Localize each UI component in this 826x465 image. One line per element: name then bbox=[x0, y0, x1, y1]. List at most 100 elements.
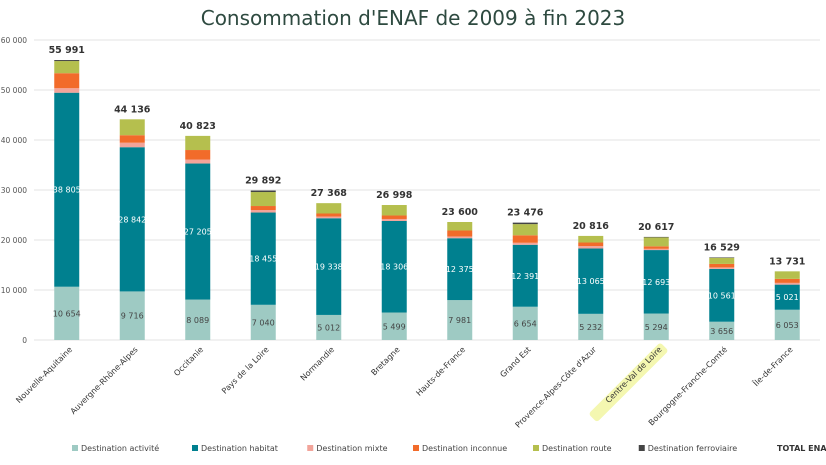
total-label: 23 476 bbox=[507, 208, 544, 219]
bar-segment bbox=[643, 248, 669, 251]
x-tick-label: Centre-Val de Loire bbox=[604, 345, 664, 405]
legend-swatch bbox=[638, 445, 645, 451]
bar-segment bbox=[578, 242, 604, 247]
segment-value-label: 5 294 bbox=[645, 323, 668, 332]
bar-segment bbox=[578, 313, 604, 340]
bar-segment bbox=[512, 244, 538, 307]
legend-swatch bbox=[533, 445, 539, 451]
y-tick-label: 0 bbox=[22, 336, 27, 345]
total-label: 20 816 bbox=[573, 221, 610, 232]
bar-segment bbox=[54, 286, 80, 340]
y-tick-label: 30 000 bbox=[1, 186, 27, 195]
total-label: 13 731 bbox=[769, 256, 805, 267]
bar-segment bbox=[447, 222, 473, 231]
bar-segment bbox=[316, 203, 342, 214]
segment-value-label: 38 805 bbox=[53, 186, 81, 195]
bar-segment bbox=[774, 271, 800, 279]
bar-segment bbox=[578, 235, 604, 243]
total-label: 44 136 bbox=[114, 104, 151, 115]
segment-value-label: 6 654 bbox=[514, 319, 537, 328]
bar-segment bbox=[709, 268, 735, 322]
legend-swatch bbox=[307, 445, 314, 451]
segment-value-label: 18 455 bbox=[249, 255, 277, 264]
legend-label: Destination ferroviaire bbox=[648, 444, 738, 453]
segment-value-label: 3 656 bbox=[710, 327, 733, 336]
bar-segment bbox=[512, 224, 538, 236]
segment-value-label: 6 053 bbox=[776, 321, 799, 330]
legend-swatch bbox=[413, 445, 419, 451]
segment-labels: 10 654 38 805 9 716 28 842 8 089 27 205 7 040 1… bbox=[53, 186, 799, 336]
total-labels: 55 991 44 136 40 823 29 892 27 368 26 998 23 6… bbox=[49, 45, 806, 267]
bar-segment bbox=[512, 222, 538, 225]
bar-segment bbox=[512, 306, 538, 340]
bar-segment bbox=[185, 299, 211, 340]
segment-value-label: 5 012 bbox=[317, 323, 340, 332]
segment-value-label: 5 232 bbox=[579, 323, 602, 332]
bar-segment bbox=[774, 284, 800, 310]
bar-segment bbox=[54, 92, 80, 287]
total-label: 27 368 bbox=[311, 188, 348, 199]
total-label: 55 991 bbox=[49, 45, 85, 56]
bar-segment bbox=[447, 236, 473, 239]
bar-segment bbox=[774, 309, 800, 340]
segment-value-label: 13 065 bbox=[577, 277, 605, 286]
segment-value-label: 5 499 bbox=[383, 322, 406, 331]
segment-value-label: 12 391 bbox=[511, 272, 539, 281]
bar-segment bbox=[447, 300, 473, 340]
bar-segment bbox=[512, 242, 538, 245]
x-tick-label: Nouvelle-Aquitaine bbox=[14, 345, 74, 405]
segment-value-label: 7 040 bbox=[252, 318, 275, 327]
legend-label: Destination activité bbox=[81, 443, 159, 453]
bar-segment bbox=[250, 210, 276, 213]
bar-segment bbox=[447, 238, 473, 301]
bar-segment bbox=[709, 267, 735, 269]
legend-label: Destination inconnue bbox=[422, 444, 507, 453]
bar-segment bbox=[643, 250, 669, 314]
bar-segment bbox=[316, 213, 342, 217]
bar-segment bbox=[250, 192, 276, 207]
segment-value-label: 28 842 bbox=[118, 215, 146, 224]
bar-segment bbox=[643, 237, 669, 247]
segment-value-label: 10 561 bbox=[708, 291, 736, 300]
bar-segment bbox=[381, 220, 407, 313]
x-tick-label: Île-de-France bbox=[749, 344, 794, 389]
bar-segment bbox=[250, 190, 276, 193]
bar-segment bbox=[316, 314, 342, 340]
bar-segment bbox=[774, 278, 800, 283]
bar-segment bbox=[119, 135, 145, 143]
bar-segment bbox=[709, 321, 735, 340]
bar-segment bbox=[578, 246, 604, 249]
y-tick-label: 40 000 bbox=[1, 136, 27, 145]
legend-label: Destination habitat bbox=[201, 444, 278, 453]
total-label: 20 617 bbox=[638, 222, 674, 233]
segment-value-label: 5 021 bbox=[776, 293, 799, 302]
segment-value-label: 19 338 bbox=[315, 263, 343, 272]
bars bbox=[54, 60, 800, 340]
bar-segment bbox=[643, 246, 669, 249]
bar-segment bbox=[250, 206, 276, 211]
bar-segment bbox=[381, 215, 407, 219]
segment-value-label: 12 375 bbox=[446, 265, 474, 274]
bar-segment bbox=[316, 216, 342, 219]
bar-segment bbox=[250, 212, 276, 305]
bar-segment bbox=[119, 291, 145, 340]
legend-swatch bbox=[72, 445, 78, 451]
y-axis: 0 10 000 20 000 30 000 40 000 50 000 60 000 bbox=[1, 36, 27, 345]
bar-segment bbox=[54, 61, 80, 74]
bar-segment bbox=[643, 313, 669, 340]
segment-value-label: 12 693 bbox=[642, 278, 670, 287]
bar-segment bbox=[643, 236, 669, 238]
bar-segment bbox=[381, 205, 407, 216]
bar-segment bbox=[54, 73, 80, 89]
x-tick-label: Pays de la Loire bbox=[220, 345, 271, 396]
bar-segment bbox=[185, 135, 211, 151]
legend-label: Destination route bbox=[542, 444, 612, 453]
bar-segment bbox=[250, 304, 276, 340]
bar-segment bbox=[54, 60, 80, 62]
bar-segment bbox=[709, 257, 735, 264]
bar-segment bbox=[381, 218, 407, 221]
total-label: 40 823 bbox=[180, 121, 216, 132]
bar-segment bbox=[54, 88, 80, 93]
total-label: 29 892 bbox=[245, 176, 281, 187]
